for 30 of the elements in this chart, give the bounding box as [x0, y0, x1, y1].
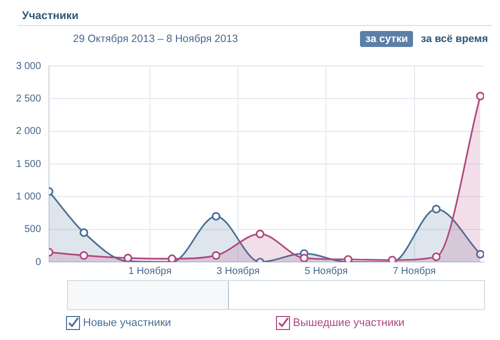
x-tick-label: 7 Ноября [392, 266, 436, 277]
legend-label: Новые участники [83, 317, 172, 329]
y-tick-label: 500 [24, 224, 42, 236]
y-tick-label: 2 500 [16, 93, 42, 104]
chart-title: Участники [18, 8, 492, 26]
point [168, 254, 176, 262]
point [432, 204, 441, 214]
y-tick-label: 1 000 [16, 191, 42, 202]
x-tick-label: 5 Ноября [304, 266, 348, 277]
y-tick-label: 2 000 [16, 126, 42, 138]
point [124, 254, 132, 262]
x-tick-label: 3 Ноября [216, 266, 260, 277]
point [300, 254, 308, 262]
y-tick-label: 1 500 [16, 158, 42, 170]
point [212, 212, 220, 221]
text: за всё время [420, 33, 488, 45]
y-tick-label: 3 000 [16, 60, 42, 72]
point [432, 252, 441, 262]
point [80, 228, 88, 237]
x-tick-label: 1 Ноября [128, 266, 172, 277]
text: за сутки [360, 31, 413, 47]
point [344, 255, 352, 262]
chart-subtitle: 29 Октября 2013 – 8 Ноября 2013 [73, 33, 239, 45]
point [476, 250, 484, 258]
point [476, 92, 484, 100]
legend-label: Вышедшие участники [293, 317, 405, 329]
point [212, 251, 220, 260]
y-tick-label: 0 [35, 256, 42, 268]
point [256, 230, 264, 238]
point [80, 251, 88, 260]
